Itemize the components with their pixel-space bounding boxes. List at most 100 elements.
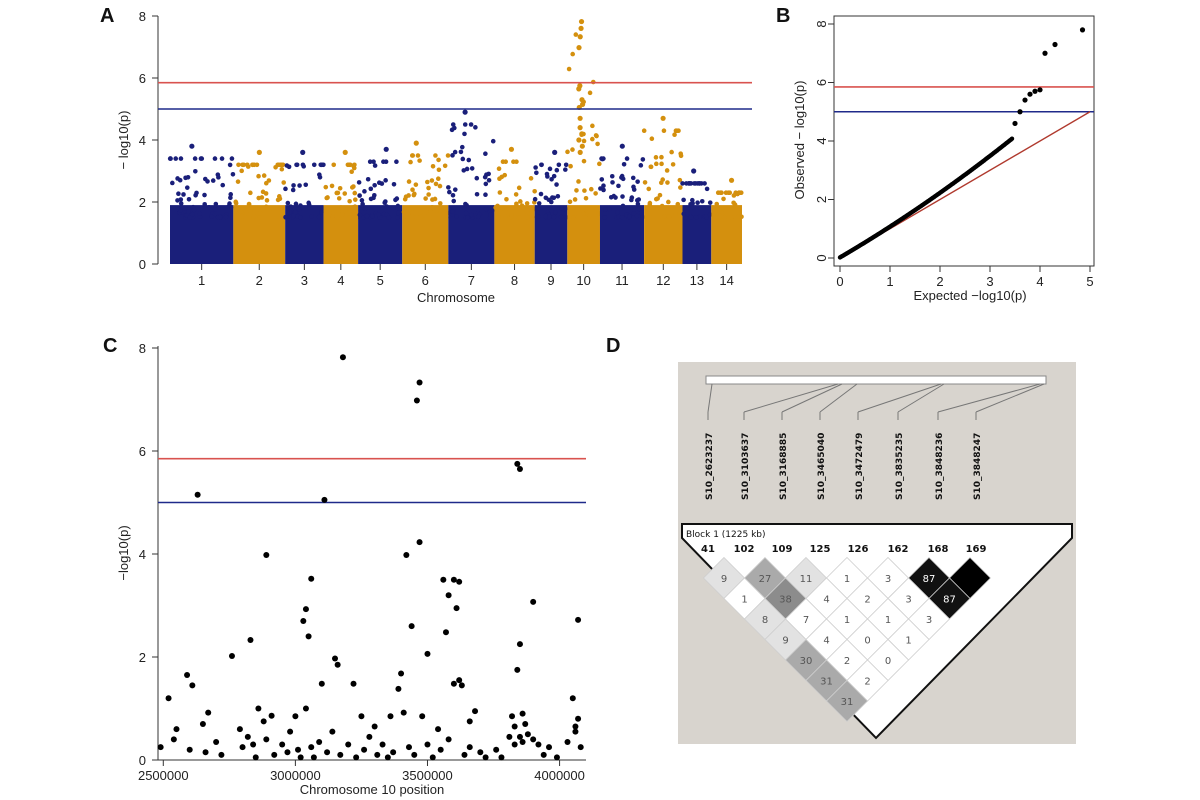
panel-a-point (665, 180, 670, 185)
panel-a-point (603, 207, 608, 213)
panel-d-ld-value: 3 (905, 595, 911, 606)
panel-c-point (202, 749, 209, 756)
panel-c-point (405, 744, 412, 751)
panel-d-ld-value: 3 (926, 615, 932, 626)
panel-a-point (319, 162, 325, 168)
panel-a-point (735, 215, 741, 220)
panel-a-point (170, 180, 175, 186)
panel-a-point (352, 162, 357, 168)
panel-d-ld-value: 7 (803, 615, 809, 626)
panel-a-point (536, 201, 542, 206)
panel-a-point (654, 161, 659, 167)
panel-a-point (616, 183, 621, 189)
panel-b-chart: 0 1 2 3 4 5 0 2 4 6 8 Expected −log10(p) Observed … (792, 15, 1095, 303)
panel-c-point (213, 738, 220, 745)
panel-a-point (364, 213, 370, 219)
panel-d-ld-value: 1 (844, 574, 850, 585)
panel-c-point (300, 617, 307, 624)
panel-a-point (675, 201, 681, 207)
panel-c-point (400, 709, 407, 716)
panel-a-point (483, 206, 489, 212)
panel-a-point (237, 207, 242, 213)
panel-a-point (707, 200, 713, 205)
panel-a-point (583, 195, 589, 201)
panel-a-point (641, 128, 647, 133)
panel-a-point (587, 213, 592, 218)
panel-a-point (461, 168, 467, 173)
panel-c-point (353, 754, 360, 761)
panel-a-point (579, 101, 586, 107)
panel-c-point (524, 731, 531, 738)
panel-a-point (528, 215, 534, 220)
panel-a-point (450, 122, 456, 127)
panel-a-point (566, 66, 572, 72)
panel-a-point (209, 214, 215, 219)
panel-d-connector (897, 383, 945, 413)
panel-a-point (413, 182, 419, 187)
panel-a-point (577, 125, 583, 131)
panel-a-point (736, 190, 742, 195)
panel-a-point (371, 159, 376, 164)
panel-a-point (722, 215, 727, 220)
panel-a-point (516, 185, 522, 191)
panel-b-point (1012, 120, 1018, 127)
panel-c-point (395, 685, 402, 692)
panel-a-point (649, 136, 655, 142)
panel-a-xtick-label: 10 (576, 273, 590, 288)
panel-a-point (199, 156, 205, 161)
panel-a-ytick-label: 2 (139, 195, 146, 210)
panel-c-point (379, 741, 386, 748)
panel-a-point (678, 151, 683, 156)
panel-a-point (581, 138, 587, 144)
panel-c-point (456, 578, 463, 585)
panel-a-point (177, 177, 183, 183)
panel-a-point (551, 173, 557, 179)
panel-a-point (185, 175, 191, 180)
panel-a-point (351, 165, 357, 171)
panel-b-point (1032, 88, 1038, 94)
panel-c-point (456, 677, 463, 684)
panel-a-point (715, 190, 721, 195)
panel-a-point (690, 204, 696, 210)
panel-a-point (241, 162, 247, 168)
panel-a-chromosome-band (534, 205, 568, 264)
panel-a-point (283, 186, 288, 192)
panel-c-xtick-label: 4000000 (534, 768, 585, 783)
panel-a-point (428, 209, 433, 215)
panel-a-point (514, 201, 519, 207)
panel-a-ytick-label: 0 (139, 257, 146, 272)
panel-a-point (615, 209, 620, 215)
panel-a-point (662, 214, 667, 219)
panel-a-point (648, 215, 654, 220)
panel-d-ld-value: 2 (864, 595, 870, 606)
panel-c-point (157, 744, 164, 751)
panel-a-point (260, 189, 266, 195)
panel-a-point (454, 214, 459, 219)
panel-c-point (516, 466, 523, 473)
panel-a-point (655, 196, 660, 201)
panel-a-point (202, 201, 207, 207)
panel-a-point (483, 192, 488, 198)
panel-a-point (458, 149, 464, 155)
panel-a-point (413, 140, 419, 146)
panel-c-xtick-label: 3000000 (270, 768, 321, 783)
panel-a-point (497, 190, 503, 195)
panel-a-point (581, 158, 587, 164)
panel-a-point (376, 212, 381, 217)
panel-c-point (514, 666, 521, 673)
panel-a-point (360, 201, 365, 207)
panel-a-point (227, 162, 233, 168)
panel-c-point (324, 749, 331, 756)
panel-a-point (356, 180, 362, 185)
panel-a-point (535, 214, 541, 220)
panel-a-point (367, 159, 373, 164)
panel-d-marker-label: S10_3168885 (779, 433, 789, 500)
panel-c-point (321, 496, 328, 503)
panel-d-ld-value: 11 (800, 574, 813, 585)
panel-a-point (217, 214, 223, 220)
panel-a-point (436, 157, 441, 163)
panel-a-point (653, 155, 659, 160)
panel-a-point (579, 143, 585, 149)
panel-c-point (374, 751, 381, 758)
panel-a-point (524, 201, 530, 206)
